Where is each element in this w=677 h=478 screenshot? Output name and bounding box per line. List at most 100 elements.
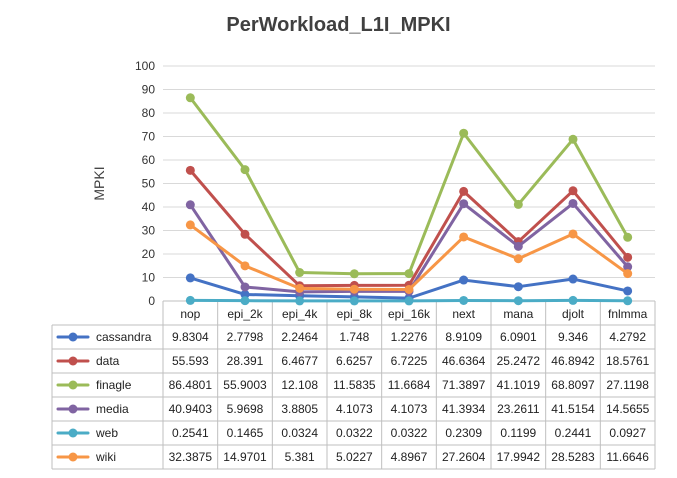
data-label-data: 6.4677 — [281, 354, 318, 368]
data-point-web — [349, 296, 359, 306]
x-tick-label: epi_4k — [282, 307, 318, 321]
data-point-media — [240, 282, 250, 292]
data-label-data: 55.593 — [172, 354, 209, 368]
data-point-finagle — [349, 269, 359, 279]
data-label-finagle: 41.1019 — [497, 378, 541, 392]
legend-label-cassandra: cassandra — [96, 330, 152, 344]
x-tick-label: epi_2k — [227, 307, 263, 321]
y-tick-label: 90 — [142, 83, 156, 97]
data-label-web: 0.0927 — [609, 426, 646, 440]
data-point-finagle — [185, 93, 195, 103]
data-label-cassandra: 2.2464 — [281, 330, 318, 344]
data-label-cassandra: 1.2276 — [391, 330, 428, 344]
data-label-web: 0.0322 — [336, 426, 373, 440]
data-label-media: 4.1073 — [391, 402, 428, 416]
y-axis-title: MPKI — [91, 166, 107, 200]
data-point-data — [623, 252, 633, 262]
data-point-cassandra — [185, 273, 195, 283]
data-label-finagle: 86.4801 — [169, 378, 213, 392]
data-point-cassandra — [513, 282, 523, 292]
data-label-media: 3.8805 — [281, 402, 318, 416]
data-label-web: 0.2441 — [555, 426, 592, 440]
data-point-wiki — [513, 254, 523, 264]
legend-key-marker-web — [68, 428, 78, 438]
data-point-data — [240, 229, 250, 239]
y-tick-label: 40 — [142, 200, 156, 214]
legend-label-wiki: wiki — [95, 450, 116, 464]
legend-key-marker-data — [68, 356, 78, 366]
data-point-web — [623, 296, 633, 306]
data-label-web: 0.1465 — [227, 426, 264, 440]
data-label-wiki: 17.9942 — [497, 450, 541, 464]
data-label-web: 0.0324 — [281, 426, 318, 440]
data-label-wiki: 28.5283 — [551, 450, 595, 464]
legend-label-media: media — [96, 402, 129, 416]
data-label-media: 23.2611 — [497, 402, 540, 416]
data-point-cassandra — [459, 275, 469, 285]
data-label-finagle: 55.9003 — [223, 378, 267, 392]
data-label-wiki: 27.2604 — [442, 450, 486, 464]
data-label-wiki: 14.9701 — [223, 450, 267, 464]
data-label-finagle: 27.1198 — [606, 378, 649, 392]
x-tick-label: next — [452, 307, 475, 321]
legend-label-finagle: finagle — [96, 378, 132, 392]
data-label-media: 5.9698 — [227, 402, 264, 416]
data-point-finagle — [404, 269, 414, 279]
data-point-cassandra — [623, 286, 633, 296]
data-point-media — [185, 200, 195, 210]
series-line-finagle — [188, 96, 630, 276]
legend-key-marker-cassandra — [68, 332, 78, 342]
data-label-finagle: 68.8097 — [551, 378, 595, 392]
data-point-web — [459, 295, 469, 305]
data-point-web — [568, 295, 578, 305]
data-point-wiki — [459, 232, 469, 242]
x-tick-label: epi_8k — [337, 307, 373, 321]
data-label-finagle: 12.108 — [281, 378, 318, 392]
data-label-wiki: 11.6646 — [606, 450, 649, 464]
data-point-web — [240, 296, 250, 306]
data-point-data — [568, 186, 578, 196]
data-label-data: 6.7225 — [391, 354, 428, 368]
series-line-media — [188, 201, 630, 294]
y-tick-label: 10 — [142, 271, 156, 285]
legend-key-marker-wiki — [68, 452, 78, 462]
data-point-wiki — [295, 283, 305, 293]
data-label-web: 0.0322 — [391, 426, 428, 440]
data-label-wiki: 4.8967 — [391, 450, 428, 464]
data-label-media: 14.5655 — [606, 402, 650, 416]
data-point-wiki — [568, 229, 578, 239]
legend-label-web: web — [95, 426, 118, 440]
data-label-cassandra: 4.2792 — [609, 330, 646, 344]
data-label-media: 40.9403 — [169, 402, 213, 416]
data-point-data — [185, 165, 195, 175]
data-point-media — [513, 241, 523, 251]
data-label-wiki: 32.3875 — [169, 450, 213, 464]
data-point-wiki — [404, 284, 414, 294]
data-label-data: 46.8942 — [551, 354, 595, 368]
data-point-wiki — [240, 261, 250, 271]
data-point-web — [295, 296, 305, 306]
y-tick-label: 60 — [142, 153, 156, 167]
legend-key-marker-finagle — [68, 380, 78, 390]
data-point-finagle — [513, 199, 523, 209]
legend-label-data: data — [96, 354, 120, 368]
y-tick-label: 100 — [135, 59, 155, 73]
data-label-finagle: 71.3897 — [442, 378, 486, 392]
y-tick-label: 20 — [142, 247, 156, 261]
data-point-finagle — [240, 165, 250, 175]
legend-key-marker-media — [68, 404, 78, 414]
data-label-web: 0.1199 — [500, 426, 536, 440]
x-tick-label: fnlmma — [608, 307, 648, 321]
data-point-web — [513, 296, 523, 306]
y-tick-label: 70 — [142, 130, 156, 144]
y-tick-label: 0 — [148, 294, 155, 308]
data-label-wiki: 5.381 — [285, 450, 315, 464]
data-point-web — [404, 296, 414, 306]
data-point-cassandra — [240, 289, 250, 299]
data-point-wiki — [349, 284, 359, 294]
data-point-wiki — [623, 269, 633, 279]
data-point-media — [459, 199, 469, 209]
data-label-cassandra: 9.8304 — [172, 330, 209, 344]
